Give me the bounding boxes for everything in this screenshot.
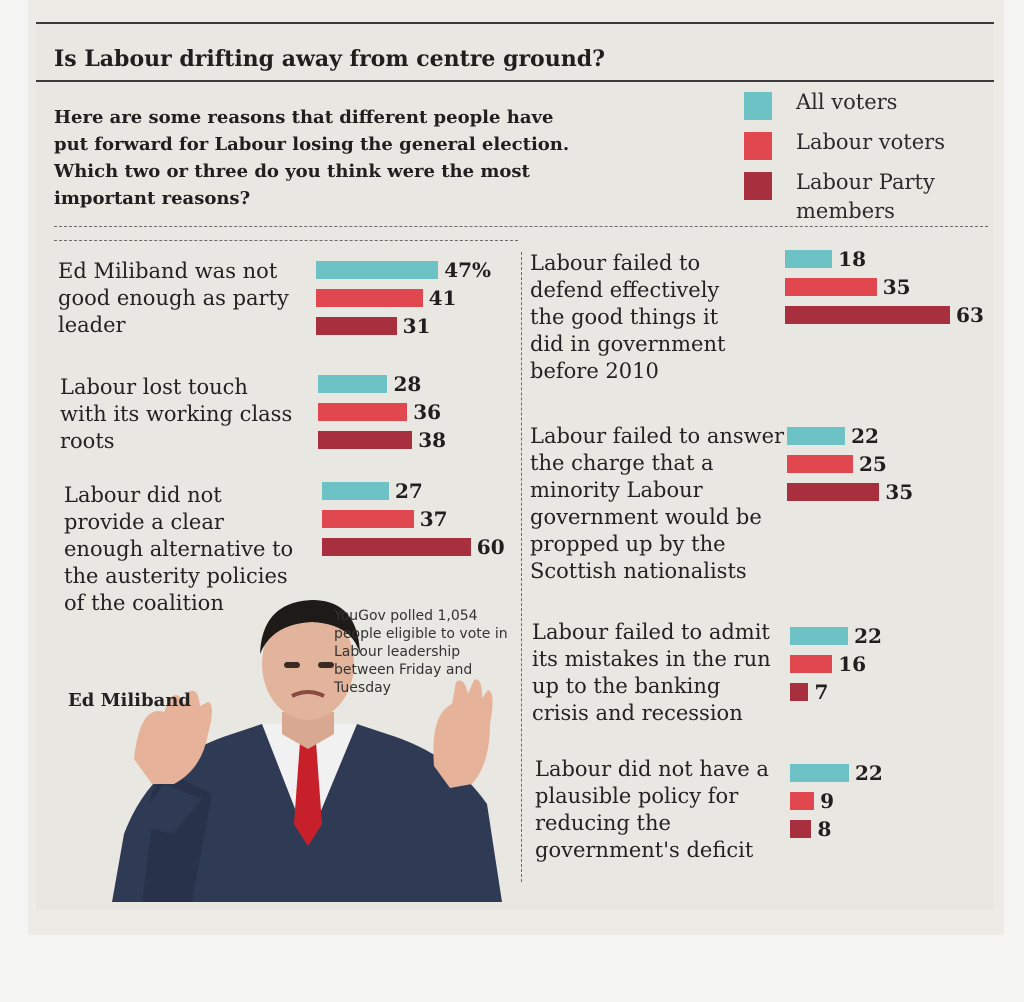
section-divider-left	[54, 240, 518, 241]
bar	[785, 278, 877, 296]
bar	[318, 431, 413, 449]
bar	[790, 683, 809, 701]
bar	[790, 792, 815, 810]
legend-label: All voters	[796, 90, 898, 114]
section-divider	[54, 226, 988, 227]
bar	[790, 655, 833, 673]
bar	[318, 403, 408, 421]
bar	[322, 510, 414, 528]
reason-label: Labour failed to answer the charge that …	[530, 424, 785, 583]
reason-label: Labour failed to defend effectively the …	[530, 251, 726, 383]
chart-title: Is Labour drifting away from centre grou…	[54, 46, 605, 72]
title-rule	[36, 80, 994, 82]
legend-label: Labour Party members	[796, 170, 935, 223]
bar-value-label: 16	[838, 652, 867, 676]
reason-label: Ed Miliband was not good enough as party…	[58, 259, 289, 337]
bar-value-label: 63	[956, 303, 984, 327]
bar	[785, 250, 833, 268]
bar-value-label: 9	[820, 789, 835, 813]
bar-value-label: 22	[851, 424, 879, 448]
bar-value-label: 35	[882, 275, 911, 299]
bar	[316, 289, 423, 307]
top-rule	[36, 22, 994, 24]
bar-value-label: 7	[814, 680, 829, 704]
legend-swatch-all-voters	[744, 92, 772, 120]
bar-value-label: 37	[419, 507, 448, 531]
bar-value-label: 8	[817, 817, 832, 841]
bar-value-label: 35	[885, 480, 914, 504]
bar-value-label: 38	[418, 428, 447, 452]
bar-value-label: 25	[859, 452, 887, 476]
photo-caption: Ed Miliband	[68, 690, 191, 711]
bar-value-label: 60	[476, 535, 505, 559]
bar-value-label: 28	[393, 372, 422, 396]
legend-swatch-labour-members	[744, 172, 772, 200]
bar	[787, 427, 846, 445]
reason-label: Labour did not have a plausible policy f…	[535, 757, 769, 862]
column-divider	[521, 252, 522, 882]
intro-question: Here are some reasons that different peo…	[54, 107, 570, 209]
bar	[322, 538, 471, 556]
bar	[316, 261, 439, 279]
bar-value-label: 22	[854, 761, 883, 785]
bar-value-label: 36	[413, 400, 442, 424]
bar	[785, 306, 951, 324]
bar	[316, 317, 397, 335]
ed-miliband-photo	[112, 600, 502, 902]
bar-value-label: 27	[394, 479, 423, 503]
bar	[790, 820, 812, 838]
bar-value-label: 18	[838, 247, 866, 271]
bar	[787, 455, 853, 473]
bar-value-label: 41	[428, 286, 457, 310]
legend-label: Labour voters	[796, 130, 945, 154]
bar	[318, 375, 388, 393]
bar-value-label: 22	[854, 624, 882, 648]
source-note: YouGov polled 1,054 people eligible to v…	[334, 608, 508, 696]
bar-value-label: 47%	[444, 258, 492, 282]
bar	[790, 764, 849, 782]
bar	[787, 483, 880, 501]
bar-value-label: 31	[402, 314, 431, 338]
reason-label: Labour failed to admit its mistakes in t…	[532, 620, 771, 725]
legend-swatch-labour-voters	[744, 132, 772, 160]
reason-label: Labour lost touch with its working class…	[60, 375, 293, 453]
reason-label: Labour did not provide a clear enough al…	[64, 483, 294, 615]
bar	[322, 482, 389, 500]
bar	[790, 627, 849, 645]
